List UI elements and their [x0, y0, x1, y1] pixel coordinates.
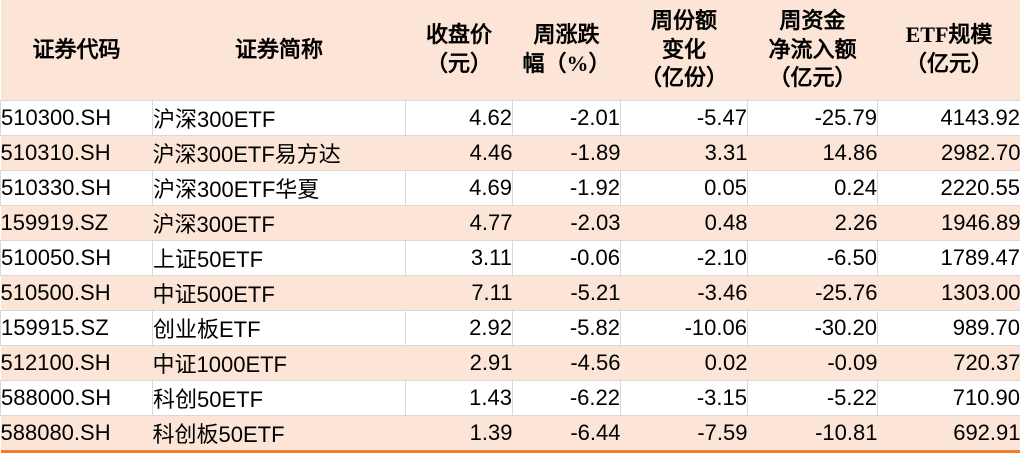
cell-name: 上证50ETF: [153, 241, 406, 276]
cell-scale: 4143.92: [878, 101, 1020, 136]
table-row: 159919.SZ 沪深300ETF 4.77 -2.03 0.48 2.26 …: [1, 206, 1020, 241]
cell-inflow: -30.20: [748, 311, 878, 346]
cell-scale: 2220.55: [878, 171, 1020, 206]
cell-chg: -6.22: [513, 381, 621, 416]
cell-name: 中证500ETF: [153, 276, 406, 311]
header-weekly-change: 周涨跌 幅（%）: [513, 0, 621, 101]
table-header: 证券代码 证券简称 收盘价 （元） 周涨跌 幅（%） 周份额 变化 （亿份） 周…: [1, 0, 1020, 101]
table-row: 510500.SH 中证500ETF 7.11 -5.21 -3.46 -25.…: [1, 276, 1020, 311]
cell-code: 510310.SH: [1, 136, 153, 171]
cell-chg: -4.56: [513, 346, 621, 381]
cell-chg: -2.03: [513, 206, 621, 241]
cell-scale: 710.90: [878, 381, 1020, 416]
cell-close: 4.77: [406, 206, 513, 241]
cell-share: -3.46: [621, 276, 748, 311]
cell-code: 510330.SH: [1, 171, 153, 206]
table-row: 510310.SH 沪深300ETF易方达 4.46 -1.89 3.31 14…: [1, 136, 1020, 171]
cell-scale: 1946.89: [878, 206, 1020, 241]
cell-code: 159915.SZ: [1, 311, 153, 346]
cell-chg: -5.21: [513, 276, 621, 311]
cell-name: 沪深300ETF华夏: [153, 171, 406, 206]
cell-code: 159919.SZ: [1, 206, 153, 241]
header-share-change: 周份额 变化 （亿份）: [621, 0, 748, 101]
cell-code: 510300.SH: [1, 101, 153, 136]
cell-name: 创业板ETF: [153, 311, 406, 346]
cell-scale: 2982.70: [878, 136, 1020, 171]
table-row: 510330.SH 沪深300ETF华夏 4.69 -1.92 0.05 0.2…: [1, 171, 1020, 206]
cell-close: 7.11: [406, 276, 513, 311]
cell-inflow: -10.81: [748, 416, 878, 452]
cell-chg: -0.06: [513, 241, 621, 276]
table-row: 510300.SH 沪深300ETF 4.62 -2.01 -5.47 -25.…: [1, 101, 1020, 136]
cell-close: 4.69: [406, 171, 513, 206]
cell-chg: -1.89: [513, 136, 621, 171]
cell-code: 510050.SH: [1, 241, 153, 276]
cell-chg: -2.01: [513, 101, 621, 136]
cell-close: 2.92: [406, 311, 513, 346]
cell-close: 1.43: [406, 381, 513, 416]
cell-inflow: -0.09: [748, 346, 878, 381]
header-security-name: 证券简称: [153, 0, 406, 101]
cell-share: 3.31: [621, 136, 748, 171]
cell-name: 沪深300ETF: [153, 101, 406, 136]
cell-inflow: 14.86: [748, 136, 878, 171]
header-row: 证券代码 证券简称 收盘价 （元） 周涨跌 幅（%） 周份额 变化 （亿份） 周…: [1, 0, 1020, 101]
cell-share: 0.02: [621, 346, 748, 381]
cell-scale: 989.70: [878, 311, 1020, 346]
cell-code: 588080.SH: [1, 416, 153, 452]
cell-name: 沪深300ETF: [153, 206, 406, 241]
cell-inflow: 2.26: [748, 206, 878, 241]
cell-chg: -1.92: [513, 171, 621, 206]
cell-inflow: -25.79: [748, 101, 878, 136]
cell-chg: -6.44: [513, 416, 621, 452]
cell-code: 588000.SH: [1, 381, 153, 416]
cell-close: 1.39: [406, 416, 513, 452]
cell-share: 0.05: [621, 171, 748, 206]
cell-name: 中证1000ETF: [153, 346, 406, 381]
table-row: 588000.SH 科创50ETF 1.43 -6.22 -3.15 -5.22…: [1, 381, 1020, 416]
cell-share: -10.06: [621, 311, 748, 346]
cell-name: 科创50ETF: [153, 381, 406, 416]
cell-name: 沪深300ETF易方达: [153, 136, 406, 171]
cell-inflow: -5.22: [748, 381, 878, 416]
cell-share: -7.59: [621, 416, 748, 452]
cell-scale: 720.37: [878, 346, 1020, 381]
cell-close: 3.11: [406, 241, 513, 276]
cell-code: 510500.SH: [1, 276, 153, 311]
cell-scale: 1789.47: [878, 241, 1020, 276]
header-etf-scale: ETF规模 （亿元）: [878, 0, 1020, 101]
header-security-code: 证券代码: [1, 0, 153, 101]
cell-scale: 692.91: [878, 416, 1020, 452]
table-body: 510300.SH 沪深300ETF 4.62 -2.01 -5.47 -25.…: [1, 101, 1020, 452]
header-net-inflow: 周资金 净流入额 （亿元）: [748, 0, 878, 101]
header-close-price: 收盘价 （元）: [406, 0, 513, 101]
cell-inflow: 0.24: [748, 171, 878, 206]
cell-close: 2.91: [406, 346, 513, 381]
table-row: 510050.SH 上证50ETF 3.11 -0.06 -2.10 -6.50…: [1, 241, 1020, 276]
cell-chg: -5.82: [513, 311, 621, 346]
cell-close: 4.46: [406, 136, 513, 171]
table-row: 588080.SH 科创板50ETF 1.39 -6.44 -7.59 -10.…: [1, 416, 1020, 452]
cell-name: 科创板50ETF: [153, 416, 406, 452]
cell-share: -5.47: [621, 101, 748, 136]
table-row: 159915.SZ 创业板ETF 2.92 -5.82 -10.06 -30.2…: [1, 311, 1020, 346]
cell-share: 0.48: [621, 206, 748, 241]
cell-inflow: -25.76: [748, 276, 878, 311]
table-row: 512100.SH 中证1000ETF 2.91 -4.56 0.02 -0.0…: [1, 346, 1020, 381]
cell-code: 512100.SH: [1, 346, 153, 381]
cell-share: -2.10: [621, 241, 748, 276]
cell-close: 4.62: [406, 101, 513, 136]
cell-share: -3.15: [621, 381, 748, 416]
cell-inflow: -6.50: [748, 241, 878, 276]
cell-scale: 1303.00: [878, 276, 1020, 311]
